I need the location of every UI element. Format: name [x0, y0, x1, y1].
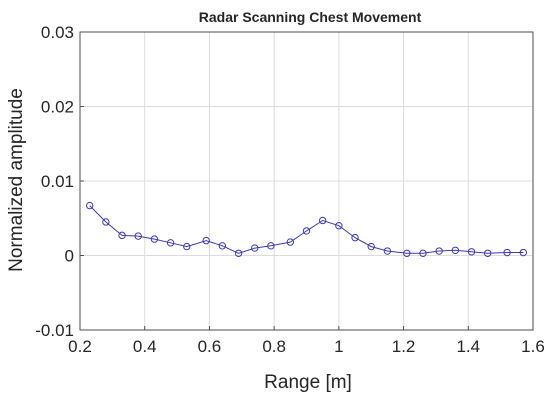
data-point	[519, 248, 527, 257]
y-tick-label: 0.01	[41, 172, 74, 191]
data-point	[335, 222, 343, 230]
x-tick-label: 0.8	[262, 337, 286, 356]
series	[86, 201, 527, 257]
data-point	[267, 242, 275, 250]
data-point	[435, 247, 443, 255]
data-point	[451, 246, 460, 254]
x-tick-label: 1.6	[521, 337, 545, 356]
y-tick-label: -0.01	[35, 321, 74, 340]
data-point	[183, 242, 191, 251]
x-tick-label: 0.6	[198, 337, 222, 356]
data-point	[318, 216, 327, 225]
data-point	[403, 249, 411, 257]
x-tick-label: 0.4	[133, 337, 157, 356]
x-tick-label: 1.4	[456, 337, 480, 356]
data-point	[86, 201, 94, 210]
data-point	[286, 238, 295, 246]
ticks: 0.2 0.4 0.6 0.8 1 1.2 1.4 1.6 -0.01 0 0.01 0.02 0.03	[35, 23, 545, 356]
y-tick-label: 0	[65, 247, 74, 266]
data-point	[251, 244, 259, 252]
grid	[79, 31, 534, 331]
data-point	[218, 242, 227, 250]
series-line	[89, 205, 524, 254]
data-point	[202, 236, 210, 245]
data-point	[383, 247, 392, 255]
data-point	[118, 231, 126, 240]
y-tick-label: 0.02	[41, 98, 74, 117]
data-point	[467, 248, 476, 256]
chart-title: Radar Scanning Chest Movement	[199, 9, 422, 25]
data-point	[102, 218, 110, 226]
x-axis-label: Range [m]	[264, 372, 352, 393]
data-point	[351, 233, 359, 242]
data-point	[302, 227, 311, 235]
data-point	[150, 235, 159, 243]
x-tick-label: 1.2	[392, 337, 416, 356]
data-point	[234, 249, 243, 257]
x-tick-label: 0.2	[68, 337, 92, 356]
data-point	[134, 232, 142, 240]
x-tick-label: 1	[334, 337, 343, 356]
y-tick-label: 0.03	[41, 23, 74, 42]
data-point	[503, 248, 511, 257]
data-point	[484, 249, 492, 257]
data-point	[419, 249, 427, 257]
data-point	[166, 239, 175, 247]
data-point	[367, 242, 375, 251]
y-axis-label: Normalized amplitude	[6, 88, 27, 272]
